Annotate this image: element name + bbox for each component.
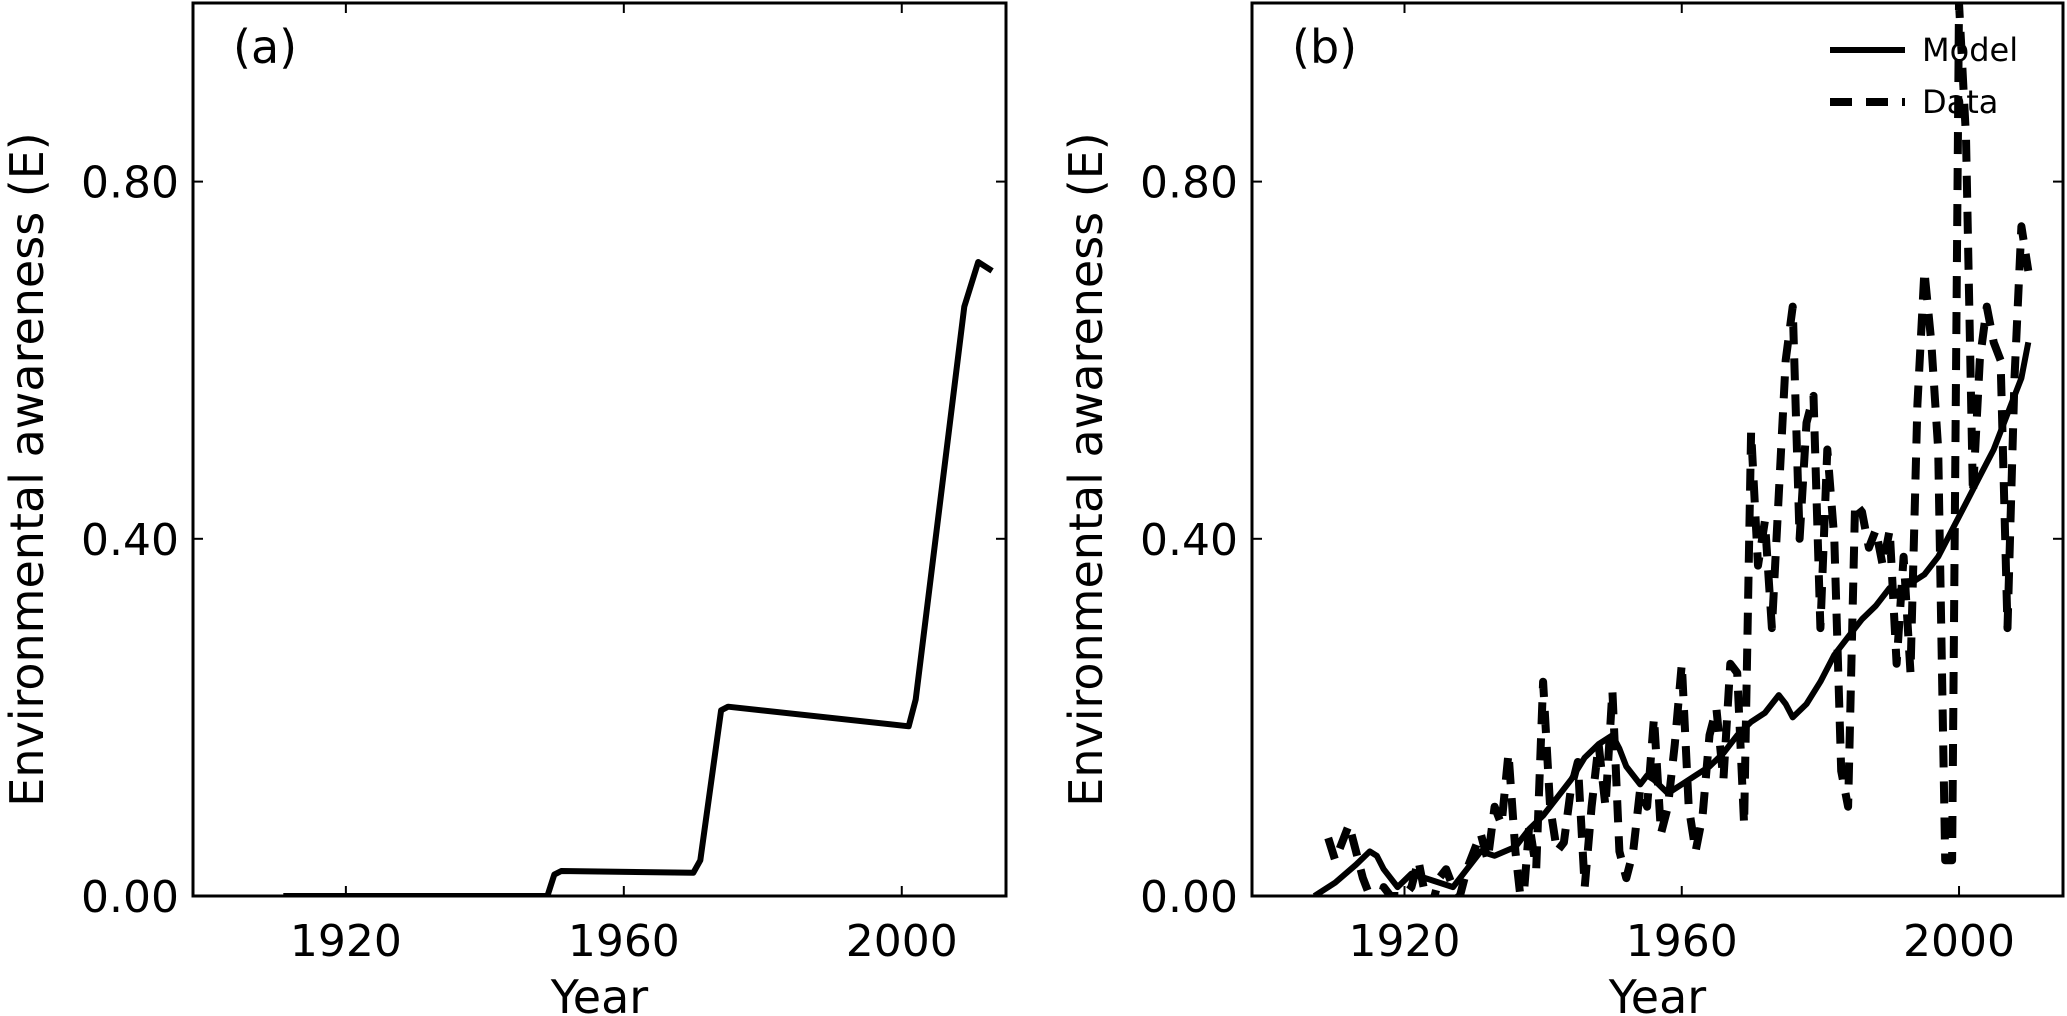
x-tick-label: 1920 — [290, 916, 402, 967]
panel-label: (b) — [1292, 20, 1357, 74]
panel-b: 1920 1960 2000 0.00 0.40 0.80 Year Environmenta… — [1059, 1, 2065, 1016]
legend-label: Model — [1922, 31, 2018, 69]
x-tick-label: 1960 — [568, 916, 680, 967]
model-series-line — [1312, 341, 2032, 896]
y-tick-label: 0.00 — [1140, 872, 1238, 923]
x-axis-label: Year — [550, 970, 648, 1016]
y-tick-label: 0.40 — [81, 515, 179, 566]
legend: Model Data — [1830, 31, 2018, 121]
series-group — [1312, 3, 2033, 896]
y-axis-label: Environmental awareness (E) — [0, 132, 54, 806]
x-tick-label: 1920 — [1349, 916, 1461, 967]
y-axis-label: Environmental awareness (E) — [1059, 132, 1113, 806]
series-group — [283, 259, 994, 896]
model-series-line — [283, 259, 994, 896]
plot-frame — [1250, 1, 2065, 898]
x-tick-label: 2000 — [1903, 916, 2015, 967]
x-axis-label: Year — [1608, 970, 1706, 1016]
x-tick-label: 2000 — [846, 916, 958, 967]
y-tick-label: 0.40 — [1140, 515, 1238, 566]
panel-label: (a) — [233, 20, 297, 74]
y-tick-label: 0.00 — [81, 872, 179, 923]
panel-a: 1920 1960 2000 0.00 0.40 0.80 Year Environmenta… — [0, 1, 1008, 1016]
y-tick-label: 0.80 — [1140, 158, 1238, 209]
legend-label: Data — [1922, 83, 1998, 121]
y-tick-label: 0.80 — [81, 158, 179, 209]
x-tick-label: 1960 — [1626, 916, 1738, 967]
data-series-line — [1324, 3, 2033, 896]
plot-frame — [191, 1, 1008, 898]
